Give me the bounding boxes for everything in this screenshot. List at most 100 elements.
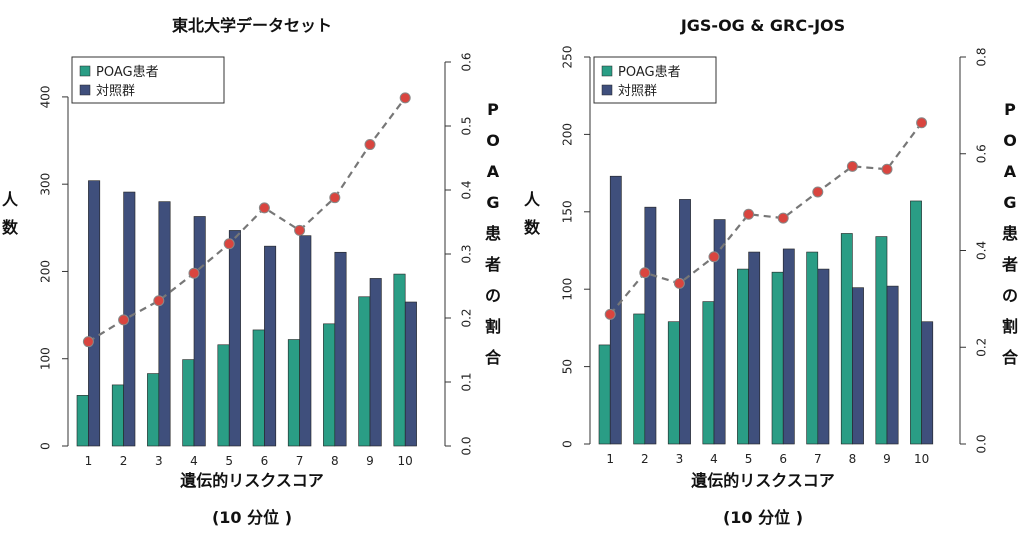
ratio-point bbox=[846, 160, 858, 172]
x-tick-label: 3 bbox=[676, 452, 684, 466]
bar-control bbox=[228, 230, 241, 447]
y-axis-label: 数 bbox=[524, 218, 541, 237]
legend-label: 対照群 bbox=[96, 84, 135, 99]
y-tick-label: 0 bbox=[39, 442, 53, 450]
bar-poag bbox=[737, 268, 749, 445]
y-tick-label: 200 bbox=[39, 260, 53, 283]
x-tick-label: 10 bbox=[398, 454, 413, 468]
bar-control bbox=[193, 216, 206, 447]
ratio-point bbox=[812, 186, 824, 198]
legend-swatch-control bbox=[601, 84, 613, 96]
x-tick-label: 2 bbox=[641, 452, 649, 466]
ratio-point bbox=[364, 139, 376, 151]
x-axis-sublabel: (10 分位 ) bbox=[212, 508, 292, 527]
x-tick-label: 2 bbox=[120, 454, 128, 468]
y2-tick-label: 0.2 bbox=[975, 338, 989, 357]
bar-control bbox=[299, 235, 312, 447]
legend-box bbox=[593, 56, 717, 104]
y2-tick-label: 0.0 bbox=[460, 436, 474, 455]
bar-poag bbox=[358, 296, 371, 447]
y2-tick-label: 0.1 bbox=[460, 372, 474, 391]
bar-poag bbox=[910, 200, 922, 445]
y2-axis-label: O bbox=[486, 131, 500, 150]
y-tick-label: 0 bbox=[561, 440, 575, 448]
y2-tick-label: 0.5 bbox=[460, 116, 474, 135]
bar-control bbox=[886, 285, 899, 445]
bar-control bbox=[369, 278, 382, 447]
ratio-point bbox=[153, 295, 165, 307]
ratio-point bbox=[604, 308, 616, 320]
bar-poag bbox=[598, 344, 611, 445]
chart-panel-1 bbox=[62, 56, 451, 447]
ratio-point bbox=[329, 192, 341, 204]
y-tick-label: 200 bbox=[561, 123, 575, 146]
ratio-point bbox=[258, 202, 270, 214]
y2-axis-label: 割 bbox=[485, 317, 501, 336]
y2-tick-label: 0.6 bbox=[460, 52, 474, 71]
y2-axis-label: A bbox=[1004, 162, 1017, 181]
legend-label: POAG患者 bbox=[96, 65, 159, 80]
bar-poag bbox=[771, 271, 784, 445]
y-axis-label: 人 bbox=[524, 190, 541, 209]
bar-poag bbox=[702, 301, 715, 445]
bar-poag bbox=[806, 251, 819, 445]
x-tick-label: 5 bbox=[745, 452, 753, 466]
y2-tick-label: 0.4 bbox=[460, 180, 474, 199]
bar-poag bbox=[287, 339, 300, 447]
legend-label: POAG患者 bbox=[618, 65, 681, 80]
x-tick-label: 5 bbox=[225, 454, 233, 468]
legend-box bbox=[71, 56, 225, 104]
x-tick-label: 4 bbox=[190, 454, 198, 468]
y2-axis-label: O bbox=[1003, 131, 1017, 150]
y-tick-label: 100 bbox=[39, 347, 53, 370]
y2-tick-label: 0.4 bbox=[975, 241, 989, 260]
legend-swatch-poag bbox=[601, 65, 613, 77]
y2-axis-label: の bbox=[485, 286, 501, 305]
bar-poag bbox=[633, 313, 646, 445]
legend-swatch-poag bbox=[79, 65, 91, 77]
y-tick-label: 100 bbox=[561, 278, 575, 301]
y2-tick-label: 0.3 bbox=[460, 244, 474, 263]
y2-axis-label: 合 bbox=[485, 348, 502, 367]
y-tick-label: 250 bbox=[561, 46, 575, 69]
bar-control bbox=[852, 287, 864, 445]
bar-control bbox=[404, 301, 417, 447]
y2-axis-label: A bbox=[487, 162, 500, 181]
bar-control bbox=[817, 268, 830, 445]
bar-control bbox=[679, 199, 691, 445]
ratio-line bbox=[87, 97, 407, 343]
ratio-point bbox=[82, 336, 94, 348]
bar-poag bbox=[76, 395, 89, 447]
x-tick-label: 3 bbox=[155, 454, 163, 468]
bar-poag bbox=[147, 373, 160, 447]
bar-poag bbox=[667, 321, 680, 445]
bar-poag bbox=[840, 233, 853, 445]
y2-axis-label: P bbox=[487, 100, 499, 119]
y2-axis-label: G bbox=[486, 193, 499, 212]
x-tick-label: 10 bbox=[914, 452, 929, 466]
x-tick-label: 6 bbox=[779, 452, 787, 466]
bar-control bbox=[644, 206, 657, 445]
y2-axis-label: 合 bbox=[1002, 348, 1019, 367]
x-tick-label: 7 bbox=[296, 454, 304, 468]
x-axis-label: 遺伝的リスクスコア bbox=[691, 471, 835, 490]
ratio-point bbox=[708, 251, 720, 263]
chart-panel-2 bbox=[584, 56, 966, 445]
y-axis-label: 数 bbox=[2, 218, 19, 237]
ratio-point bbox=[294, 224, 306, 236]
x-tick-label: 1 bbox=[606, 452, 614, 466]
x-tick-label: 4 bbox=[710, 452, 718, 466]
x-tick-label: 8 bbox=[849, 452, 857, 466]
x-axis-sublabel: (10 分位 ) bbox=[723, 508, 803, 527]
bar-control bbox=[88, 180, 101, 447]
ratio-point bbox=[223, 238, 235, 250]
y2-axis-label: 患 bbox=[485, 224, 501, 243]
x-tick-label: 1 bbox=[85, 454, 93, 468]
ratio-point bbox=[881, 163, 893, 175]
y2-axis-label: P bbox=[1004, 100, 1016, 119]
ratio-point bbox=[188, 267, 200, 279]
bar-control bbox=[748, 251, 761, 445]
bar-control bbox=[264, 245, 277, 447]
bar-control bbox=[713, 219, 726, 445]
